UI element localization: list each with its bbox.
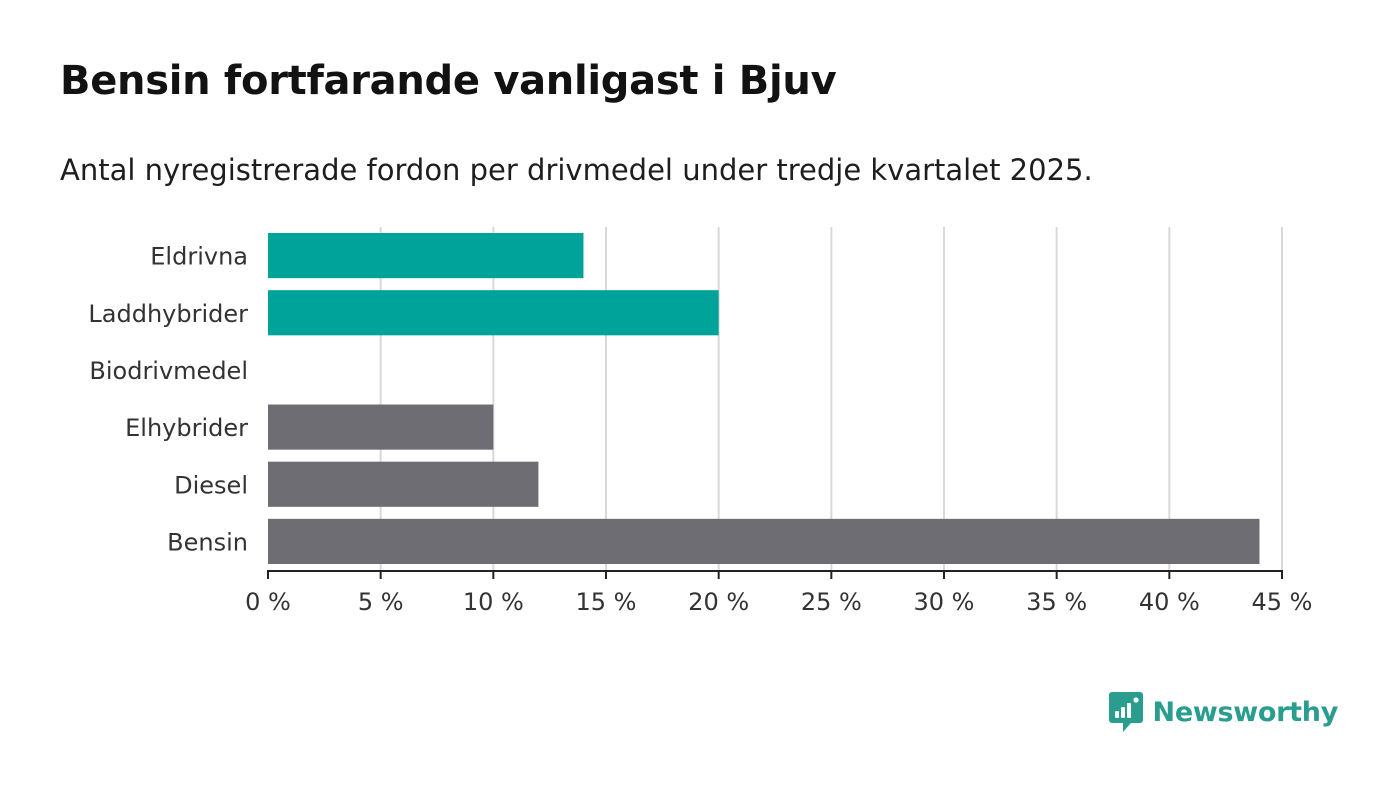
x-tick-label: 40 % — [1139, 588, 1200, 616]
x-tick-label: 35 % — [1026, 588, 1087, 616]
brand-logo: Newsworthy — [1108, 690, 1339, 734]
category-label: Diesel — [174, 471, 248, 499]
x-tick-label: 25 % — [801, 588, 862, 616]
bar-laddhybrider — [268, 290, 719, 336]
bar-eldrivna — [268, 233, 584, 279]
category-label: Elhybrider — [125, 414, 248, 442]
x-tick-label: 30 % — [914, 588, 975, 616]
x-tick-label: 20 % — [688, 588, 749, 616]
category-label: Laddhybrider — [88, 300, 248, 328]
x-tick-label: 15 % — [576, 588, 637, 616]
category-labels: Eldrivna Laddhybrider Biodrivmedel Elhybrid… — [88, 243, 248, 557]
category-label: Bensin — [167, 528, 248, 556]
x-tick-label: 0 % — [245, 588, 291, 616]
gridlines — [379, 227, 1283, 570]
category-label: Biodrivmedel — [89, 357, 248, 385]
bar-diesel — [268, 461, 539, 507]
newsworthy-logo-icon — [1108, 692, 1143, 732]
bars — [268, 233, 1260, 564]
category-label: Eldrivna — [150, 243, 248, 271]
chart-subtitle: Antal nyregistrerade fordon per drivmede… — [60, 153, 1093, 187]
brand-name: Newsworthy — [1152, 696, 1339, 728]
x-axis: 0 % 5 % 10 % 15 % 20 % 25 % 30 % 35 % 40 % 45 % — [245, 570, 1312, 616]
x-tick-label: 5 % — [358, 588, 404, 616]
x-tick-label: 45 % — [1252, 588, 1313, 616]
bar-bensin — [268, 518, 1260, 564]
bar-elhybrider — [268, 404, 494, 450]
chart-title: Bensin fortfarande vanligast i Bjuv — [60, 58, 837, 104]
x-tick-label: 10 % — [463, 588, 524, 616]
